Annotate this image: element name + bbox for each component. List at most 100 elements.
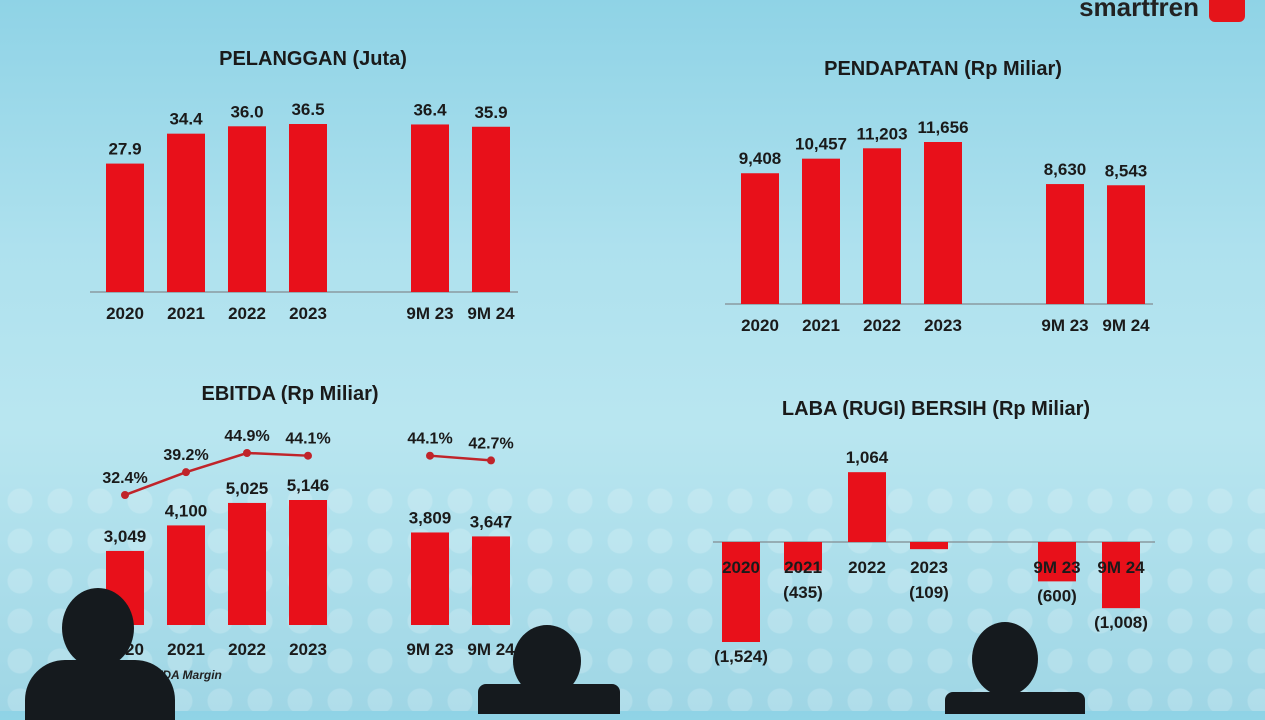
pendapatan-title: PENDAPATAN (Rp Miliar) bbox=[824, 58, 1062, 80]
pendapatan-bar bbox=[1046, 184, 1084, 304]
brand-logo: smartfren bbox=[1079, 0, 1245, 23]
laba-bar bbox=[910, 542, 948, 550]
laba-category-label: 2021 bbox=[784, 558, 822, 577]
pelanggan-chart-svg: 27.9 2020 34.4 2021 36.0 2022 36.5 2023 36.4 9M 2… bbox=[90, 100, 518, 323]
laba-bar bbox=[784, 542, 822, 571]
pendapatan-bar bbox=[741, 173, 779, 304]
pelanggan-value-label: 35.9 bbox=[474, 103, 507, 122]
pendapatan-category-label: 2021 bbox=[802, 316, 840, 335]
ebitda-chart-svg: 3,04920204,10020215,02520225,14620233,80… bbox=[102, 428, 515, 659]
pendapatan-bar bbox=[924, 142, 962, 304]
laba-category-label: 2023 bbox=[910, 558, 948, 577]
ebitda-margin-line bbox=[429, 454, 492, 462]
ebitda-margin-point bbox=[304, 451, 312, 460]
pendapatan-value-label: 11,203 bbox=[856, 124, 907, 143]
laba-bar bbox=[722, 542, 760, 642]
pelanggan-chart: 27.9 2020 34.4 2021 36.0 2022 36.5 2023 36.4 9M 2… bbox=[80, 90, 540, 330]
ebitda-margin-label: 44.9% bbox=[224, 428, 269, 445]
pelanggan-category-label: 2020 bbox=[106, 304, 144, 323]
laba-bar bbox=[1038, 542, 1076, 582]
ebitda-bar bbox=[289, 500, 327, 625]
laba-bar bbox=[1102, 542, 1140, 609]
person-silhouette-left-body bbox=[25, 660, 175, 720]
person-silhouette-right-head bbox=[972, 622, 1038, 696]
pendapatan-chart-svg: 9,408 2020 10,457 2021 11,203 2022 11,656 2023 8… bbox=[725, 118, 1153, 335]
ebitda-margin-point bbox=[182, 468, 190, 477]
pelanggan-bar bbox=[411, 124, 449, 293]
ebitda-value-label: 4,100 bbox=[165, 501, 208, 520]
pendapatan-bar bbox=[1107, 185, 1145, 304]
laba-chart: 2020 (1,524) 2021 (435) 2022 1,064 2023 (109) 9M… bbox=[705, 440, 1165, 680]
pelanggan-bar bbox=[106, 163, 144, 292]
pelanggan-category-label: 9M 24 bbox=[467, 304, 515, 323]
pelanggan-bar bbox=[472, 126, 510, 292]
laba-value-label: (1,008) bbox=[1094, 613, 1148, 632]
pelanggan-bar bbox=[289, 124, 327, 292]
brand-name: smartfren bbox=[1079, 0, 1199, 22]
pendapatan-bar bbox=[802, 158, 840, 304]
pelanggan-category-label: 2023 bbox=[289, 304, 327, 323]
pelanggan-bar bbox=[228, 126, 266, 293]
pelanggan-title: PELANGGAN (Juta) bbox=[219, 48, 407, 70]
laba-value-label: (1,524) bbox=[714, 647, 768, 666]
ebitda-bar bbox=[228, 502, 266, 625]
pelanggan-value-label: 36.4 bbox=[413, 100, 447, 119]
ebitda-margin-line bbox=[124, 451, 309, 497]
ebitda-category-label: 2022 bbox=[228, 640, 266, 659]
pendapatan-category-label: 2023 bbox=[924, 316, 962, 335]
laba-bar bbox=[848, 472, 886, 542]
laba-title: LABA (RUGI) BERSIH (Rp Miliar) bbox=[781, 398, 1091, 420]
ebitda-category-label: 2021 bbox=[167, 640, 205, 659]
ebitda-bar bbox=[472, 536, 510, 625]
ebitda-margin-label: 44.1% bbox=[285, 431, 330, 448]
ebitda-margin-label: 32.4% bbox=[102, 470, 147, 487]
pendapatan-bar bbox=[863, 148, 901, 304]
laba-category-label: 9M 23 bbox=[1033, 558, 1080, 577]
pendapatan-category-label: 2022 bbox=[863, 316, 901, 335]
ebitda-margin-label: 39.2% bbox=[163, 447, 208, 464]
laba-category-label: 2020 bbox=[722, 558, 760, 577]
pendapatan-value-label: 9,408 bbox=[739, 149, 782, 168]
person-silhouette-center-body bbox=[478, 684, 620, 714]
pendapatan-value-label: 8,630 bbox=[1044, 160, 1087, 179]
pelanggan-value-label: 36.0 bbox=[230, 102, 263, 121]
laba-value-label: (600) bbox=[1037, 586, 1077, 605]
ebitda-chart: 3,04920204,10020215,02520225,14620233,80… bbox=[80, 420, 540, 670]
ebitda-category-label: 2023 bbox=[289, 640, 327, 659]
person-silhouette-left-head bbox=[62, 588, 134, 668]
laba-category-label: 9M 24 bbox=[1097, 558, 1145, 577]
pendapatan-category-label: 2020 bbox=[741, 316, 779, 335]
ebitda-category-label: 9M 23 bbox=[406, 640, 453, 659]
pendapatan-category-label: 9M 23 bbox=[1041, 316, 1088, 335]
laba-value-label: (109) bbox=[909, 583, 949, 602]
ebitda-margin-point bbox=[121, 491, 129, 499]
laba-category-label: 2022 bbox=[848, 558, 886, 577]
ebitda-value-label: 3,049 bbox=[104, 527, 147, 546]
pendapatan-value-label: 8,543 bbox=[1105, 161, 1148, 180]
person-silhouette-right-body bbox=[945, 692, 1085, 714]
pelanggan-category-label: 2021 bbox=[167, 304, 205, 323]
pelanggan-category-label: 2022 bbox=[228, 304, 266, 323]
pendapatan-chart: 9,408 2020 10,457 2021 11,203 2022 11,656 2023 8… bbox=[715, 110, 1175, 350]
ebitda-margin-label: 44.1% bbox=[407, 431, 452, 448]
ebitda-title: EBITDA (Rp Miliar) bbox=[201, 383, 379, 405]
ebitda-margin-point bbox=[487, 456, 495, 465]
laba-value-label: 1,064 bbox=[846, 448, 889, 467]
ebitda-margin-point bbox=[243, 449, 251, 457]
laba-value-label: (435) bbox=[783, 583, 823, 602]
ebitda-value-label: 3,809 bbox=[409, 508, 452, 527]
pelanggan-value-label: 34.4 bbox=[169, 110, 203, 129]
pelanggan-value-label: 27.9 bbox=[108, 140, 141, 159]
pendapatan-category-label: 9M 24 bbox=[1102, 316, 1150, 335]
pelanggan-value-label: 36.5 bbox=[291, 100, 324, 119]
laba-chart-svg: 2020 (1,524) 2021 (435) 2022 1,064 2023 (109) 9M… bbox=[713, 448, 1155, 666]
pendapatan-value-label: 11,656 bbox=[917, 118, 968, 137]
ebitda-value-label: 3,647 bbox=[470, 512, 513, 531]
ebitda-category-label: 9M 24 bbox=[467, 640, 515, 659]
ebitda-margin-point bbox=[426, 451, 434, 460]
ebitda-value-label: 5,146 bbox=[287, 476, 330, 495]
ebitda-value-label: 5,025 bbox=[226, 479, 269, 498]
pelanggan-category-label: 9M 23 bbox=[406, 304, 453, 323]
brand-logo-icon bbox=[1209, 0, 1245, 22]
ebitda-bar bbox=[167, 525, 205, 625]
